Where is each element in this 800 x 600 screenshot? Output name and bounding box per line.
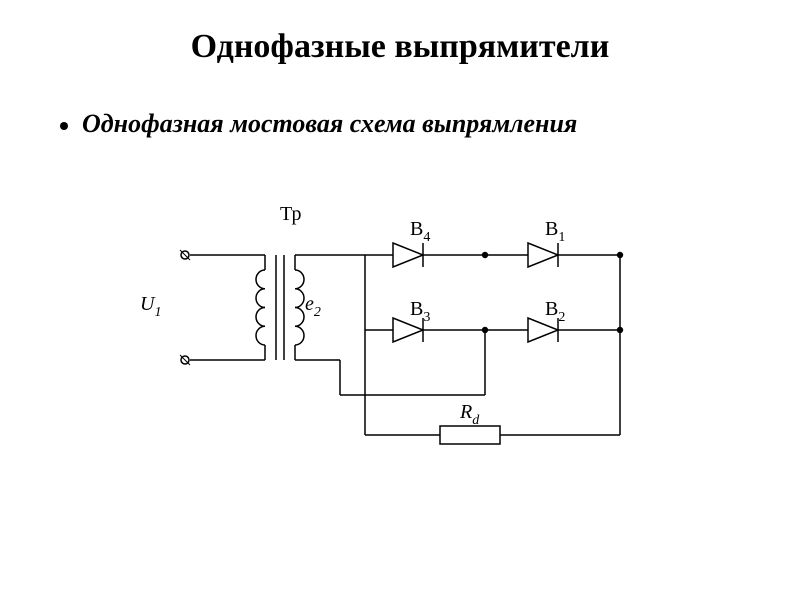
svg-text:В3: В3: [410, 298, 430, 325]
circuit-diagram: U1 Тр e2 В4 В1 В3 В2 Rd: [130, 200, 670, 500]
svg-text:U1: U1: [140, 293, 161, 320]
svg-text:e2: e2: [305, 293, 321, 320]
svg-text:В1: В1: [545, 218, 565, 245]
svg-text:Rd: Rd: [459, 401, 480, 428]
svg-text:В2: В2: [545, 298, 565, 325]
bullet-item: Однофазная мостовая схема выпрямления: [60, 108, 577, 141]
bullet-text: Однофазная мостовая схема выпрямления: [82, 108, 577, 141]
slide: Однофазные выпрямители Однофазная мостов…: [0, 0, 800, 600]
svg-text:Тр: Тр: [280, 203, 301, 225]
slide-title: Однофазные выпрямители: [0, 28, 800, 66]
bullet-dot-icon: [60, 122, 68, 130]
svg-text:В4: В4: [410, 218, 430, 245]
